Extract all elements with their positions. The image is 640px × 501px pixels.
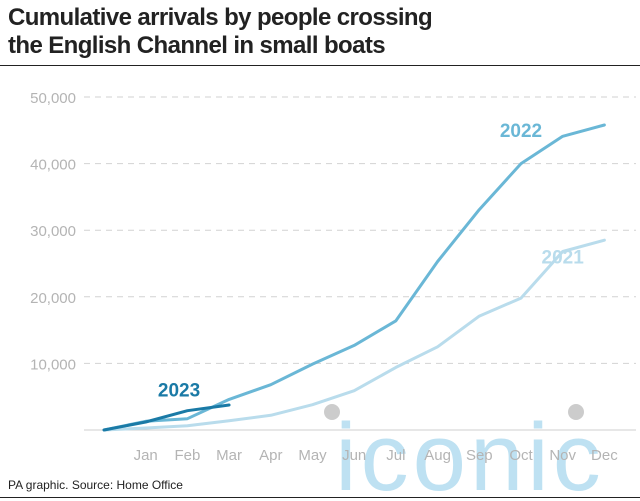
y-tick-label: 50,000 <box>30 90 76 107</box>
gridlines <box>84 96 636 431</box>
y-tick-label: 40,000 <box>30 157 76 174</box>
y-tick-label: 10,000 <box>30 356 76 373</box>
chart-title-line-1: Cumulative arrivals by people crossing <box>8 4 433 31</box>
watermark-dot-right <box>568 404 584 420</box>
x-tick-label: Oct <box>509 447 533 464</box>
x-tick-label: May <box>298 447 327 464</box>
source-note: PA graphic. Source: Home Office <box>8 478 183 492</box>
x-tick-label: Nov <box>549 447 576 464</box>
watermark-text: iconic <box>335 404 604 501</box>
watermark-dot-left <box>324 404 340 420</box>
iconic-watermark: iconic <box>324 404 604 501</box>
series-label-2022: 2022 <box>500 121 542 142</box>
x-tick-label: Jun <box>342 447 366 464</box>
series-label-2023: 2023 <box>158 381 200 402</box>
series-lines <box>102 123 606 432</box>
chart-title: Cumulative arrivals by people crossing t… <box>8 4 608 60</box>
series-label-2021: 2021 <box>542 248 585 269</box>
x-tick-label: Jan <box>134 447 158 464</box>
title-divider <box>0 65 640 66</box>
x-axis-ticks: Jan Feb Mar Apr May Jun Jul Aug Sep Oct Nov Dec <box>134 447 619 464</box>
x-tick-label: Aug <box>424 447 451 464</box>
x-tick-label: Dec <box>591 447 618 464</box>
chart-title-line-2: the English Channel in small boats <box>8 32 386 59</box>
y-tick-label: 30,000 <box>30 223 76 240</box>
x-tick-label: Apr <box>259 447 282 464</box>
series-labels: 2021 2022 2023 <box>158 121 584 402</box>
series-line-2021 <box>102 238 606 432</box>
x-tick-label: Mar <box>216 447 242 464</box>
x-tick-label: Jul <box>386 447 405 464</box>
series-line-2023 <box>102 403 231 432</box>
x-tick-label: Feb <box>174 447 200 464</box>
y-tick-label: 20,000 <box>30 290 76 307</box>
y-axis-ticks: 10,000 20,000 30,000 40,000 50,000 <box>30 90 76 373</box>
x-tick-label: Sep <box>466 447 493 464</box>
series-line-2022 <box>102 123 606 432</box>
footer-divider <box>0 497 640 498</box>
